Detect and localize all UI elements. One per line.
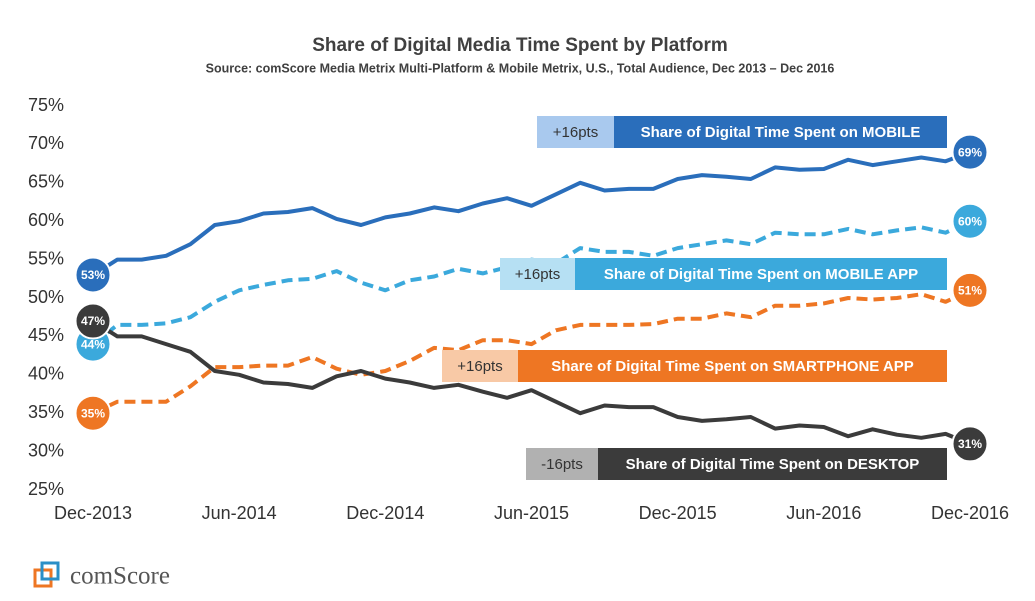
change-label: +16pts	[553, 124, 598, 141]
value-label: 51%	[958, 283, 982, 297]
logo-icon	[33, 561, 60, 588]
end-marker	[74, 256, 112, 294]
legend-box	[575, 258, 947, 290]
end-marker	[951, 202, 989, 240]
x-tick-label: Jun-2016	[786, 503, 861, 523]
series-line	[91, 150, 971, 277]
legend-box	[598, 448, 947, 480]
end-marker	[951, 425, 989, 463]
legend-box	[614, 116, 947, 148]
y-tick-label: 35%	[28, 402, 64, 422]
change-badge	[537, 116, 614, 148]
x-tick-label: Dec-2016	[931, 503, 1009, 523]
end-marker	[74, 302, 112, 340]
y-tick-label: 40%	[28, 364, 64, 384]
x-tick-label: Dec-2014	[346, 503, 424, 523]
legend-label: Share of Digital Time Spent on MOBILE	[641, 124, 921, 141]
change-badge	[442, 350, 518, 382]
x-tick-label: Dec-2013	[54, 503, 132, 523]
end-marker	[951, 271, 989, 309]
change-badge	[500, 258, 575, 290]
legend-label: Share of Digital Time Spent on SMARTPHON…	[551, 358, 914, 375]
y-tick-label: 50%	[28, 287, 64, 307]
value-label: 47%	[81, 314, 105, 328]
chart-title: Share of Digital Media Time Spent by Pla…	[312, 35, 728, 56]
y-tick-label: 55%	[28, 248, 64, 268]
legend-label: Share of Digital Time Spent on DESKTOP	[626, 456, 920, 473]
value-label: 31%	[958, 437, 982, 451]
legend-box	[518, 350, 947, 382]
y-tick-label: 30%	[28, 440, 64, 460]
end-marker	[74, 394, 112, 432]
chart-subtitle: Source: comScore Media Metrix Multi-Plat…	[206, 61, 835, 75]
value-label: 69%	[958, 145, 982, 159]
y-tick-label: 25%	[28, 479, 64, 499]
change-label: +16pts	[515, 266, 560, 283]
y-tick-label: 60%	[28, 210, 64, 230]
end-marker	[951, 133, 989, 171]
legend-label: Share of Digital Time Spent on MOBILE AP…	[604, 266, 918, 283]
series-line	[92, 288, 971, 416]
value-label: 44%	[81, 337, 105, 351]
y-tick-label: 45%	[28, 325, 64, 345]
x-tick-label: Jun-2014	[202, 503, 277, 523]
value-label: 35%	[81, 406, 105, 420]
change-badge	[526, 448, 598, 480]
change-label: -16pts	[541, 456, 583, 473]
x-tick-label: Dec-2015	[639, 503, 717, 523]
y-tick-label: 75%	[28, 95, 64, 115]
value-label: 53%	[81, 268, 105, 282]
series-line	[91, 319, 971, 446]
value-label: 60%	[958, 214, 982, 228]
logo-text: comScore	[70, 563, 170, 590]
y-tick-label: 65%	[28, 172, 64, 192]
y-tick-label: 70%	[28, 133, 64, 153]
x-tick-label: Jun-2015	[494, 503, 569, 523]
change-label: +16pts	[457, 358, 502, 375]
